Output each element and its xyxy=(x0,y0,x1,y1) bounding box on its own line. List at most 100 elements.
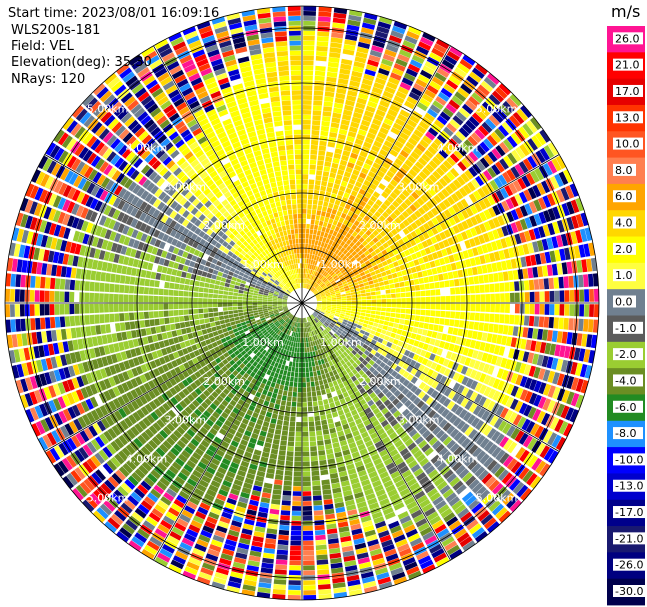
velocity-cell xyxy=(263,547,275,554)
velocity-cell xyxy=(493,272,499,282)
velocity-cell xyxy=(442,198,451,208)
velocity-cell xyxy=(546,237,554,250)
velocity-cell xyxy=(335,331,341,336)
velocity-cell xyxy=(586,334,593,348)
velocity-cell xyxy=(377,104,388,113)
velocity-cell xyxy=(487,151,498,163)
velocity-cell xyxy=(348,194,356,202)
velocity-cell xyxy=(326,146,335,153)
velocity-cell xyxy=(302,263,304,269)
velocity-cell xyxy=(350,121,360,129)
velocity-cell xyxy=(476,331,483,341)
velocity-cell xyxy=(425,310,431,316)
velocity-cell xyxy=(453,344,460,353)
velocity-cell xyxy=(535,442,546,456)
velocity-cell xyxy=(326,282,331,287)
velocity-cell xyxy=(442,436,453,446)
velocity-cell xyxy=(484,284,490,293)
velocity-cell xyxy=(566,376,575,389)
velocity-cell xyxy=(347,321,353,325)
velocity-cell xyxy=(331,341,337,347)
velocity-cell xyxy=(501,394,510,406)
velocity-cell xyxy=(372,407,381,415)
velocity-cell xyxy=(276,419,283,426)
velocity-cell xyxy=(517,350,525,361)
velocity-cell xyxy=(350,256,356,263)
velocity-cell xyxy=(352,244,358,251)
velocity-cell xyxy=(492,111,504,124)
velocity-cell xyxy=(406,297,411,303)
velocity-cell xyxy=(457,374,465,384)
velocity-cell xyxy=(371,339,377,345)
velocity-cell xyxy=(330,42,342,49)
velocity-cell xyxy=(490,462,502,475)
velocity-cell xyxy=(586,258,593,272)
velocity-cell xyxy=(309,431,316,437)
velocity-cell xyxy=(349,358,355,365)
velocity-cell xyxy=(393,277,399,283)
velocity-cell xyxy=(496,227,505,238)
velocity-cell xyxy=(345,187,352,194)
velocity-cell xyxy=(371,355,378,362)
velocity-cell xyxy=(528,365,536,377)
velocity-cell xyxy=(303,525,313,531)
velocity-cell xyxy=(464,169,474,180)
velocity-cell xyxy=(316,306,322,308)
velocity-cell xyxy=(318,267,322,273)
velocity-cell xyxy=(491,90,505,103)
velocity-cell xyxy=(518,467,530,480)
velocity-cell xyxy=(451,95,464,106)
velocity-cell xyxy=(414,236,421,244)
velocity-cell xyxy=(349,217,356,224)
velocity-cell xyxy=(589,289,594,302)
velocity-cell xyxy=(364,377,372,384)
velocity-cell xyxy=(319,464,328,471)
velocity-cell xyxy=(374,211,382,218)
velocity-cell xyxy=(410,222,418,230)
velocity-cell xyxy=(290,371,295,377)
velocity-cell xyxy=(326,523,337,530)
velocity-cell xyxy=(456,233,464,242)
velocity-cell xyxy=(522,435,533,448)
velocity-cell xyxy=(176,329,182,336)
velocity-cell xyxy=(303,11,316,16)
velocity-cell xyxy=(333,102,344,109)
velocity-cell xyxy=(343,319,349,323)
velocity-cell xyxy=(469,227,478,237)
velocity-cell xyxy=(360,219,368,226)
velocity-cell xyxy=(546,193,556,206)
velocity-cell xyxy=(307,248,311,254)
velocity-cell xyxy=(302,100,312,105)
velocity-cell xyxy=(406,365,414,373)
velocity-cell xyxy=(366,306,372,310)
velocity-cell xyxy=(542,430,553,443)
velocity-cell xyxy=(426,330,433,337)
velocity-cell xyxy=(277,459,285,466)
velocity-cell xyxy=(309,269,313,275)
velocity-cell xyxy=(324,196,330,203)
velocity-cell xyxy=(370,349,377,356)
velocity-cell xyxy=(381,307,386,312)
velocity-cell xyxy=(408,168,418,178)
velocity-cell xyxy=(171,330,178,337)
velocity-cell xyxy=(313,505,323,511)
velocity-cell xyxy=(309,229,314,235)
velocity-cell xyxy=(359,150,368,158)
velocity-cell xyxy=(351,305,357,309)
velocity-cell xyxy=(302,129,311,135)
velocity-cell xyxy=(393,323,399,329)
velocity-cell xyxy=(296,417,302,422)
velocity-cell xyxy=(312,313,316,318)
velocity-cell xyxy=(363,215,371,222)
velocity-cell xyxy=(303,327,305,333)
velocity-cell xyxy=(509,93,522,107)
velocity-cell xyxy=(553,277,559,289)
velocity-cell xyxy=(450,403,460,413)
velocity-cell xyxy=(364,69,376,77)
velocity-cell xyxy=(488,376,496,387)
velocity-cell xyxy=(426,229,434,238)
velocity-cell xyxy=(448,182,458,192)
velocity-cell xyxy=(317,359,322,366)
velocity-cell xyxy=(533,366,541,379)
velocity-cell xyxy=(532,184,542,198)
